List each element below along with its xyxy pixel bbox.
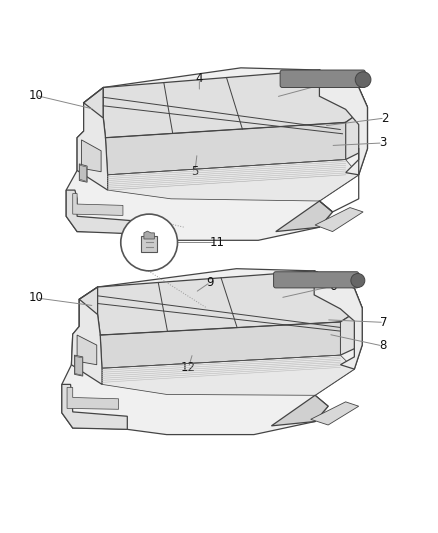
Polygon shape (84, 87, 103, 131)
Polygon shape (79, 287, 98, 326)
Text: 11: 11 (209, 236, 224, 249)
Polygon shape (106, 123, 346, 175)
Text: 1: 1 (329, 75, 336, 88)
Polygon shape (141, 236, 157, 252)
Text: 2: 2 (381, 111, 389, 125)
Text: 4: 4 (196, 72, 203, 85)
Text: 8: 8 (379, 340, 386, 352)
Text: 3: 3 (379, 136, 386, 149)
Polygon shape (272, 395, 328, 426)
Text: 6: 6 (329, 280, 336, 293)
Polygon shape (346, 107, 367, 159)
Circle shape (355, 72, 371, 87)
Polygon shape (66, 190, 132, 234)
Polygon shape (77, 335, 97, 365)
Polygon shape (71, 299, 102, 384)
Polygon shape (81, 140, 101, 172)
Polygon shape (311, 402, 359, 425)
Polygon shape (66, 68, 367, 240)
Polygon shape (144, 231, 154, 239)
Polygon shape (319, 70, 367, 175)
Polygon shape (315, 207, 363, 231)
FancyBboxPatch shape (274, 272, 359, 288)
Polygon shape (75, 357, 82, 375)
Polygon shape (314, 271, 362, 369)
Circle shape (351, 273, 365, 287)
Polygon shape (62, 269, 362, 434)
Polygon shape (103, 70, 367, 138)
Circle shape (121, 214, 177, 271)
Polygon shape (80, 165, 86, 181)
Polygon shape (79, 164, 87, 182)
Polygon shape (276, 201, 332, 231)
Polygon shape (74, 355, 83, 376)
Text: 9: 9 (207, 276, 214, 289)
Text: 10: 10 (28, 89, 43, 102)
Polygon shape (98, 271, 362, 335)
Polygon shape (67, 387, 119, 409)
Text: 10: 10 (29, 292, 44, 304)
Polygon shape (340, 308, 362, 355)
Polygon shape (73, 193, 123, 215)
Polygon shape (108, 159, 359, 201)
Polygon shape (100, 322, 340, 368)
Polygon shape (62, 384, 127, 430)
Polygon shape (77, 103, 108, 190)
FancyBboxPatch shape (280, 70, 365, 87)
Polygon shape (102, 355, 354, 395)
Text: 7: 7 (380, 316, 388, 329)
Text: 5: 5 (191, 165, 199, 178)
Text: 12: 12 (181, 361, 196, 374)
